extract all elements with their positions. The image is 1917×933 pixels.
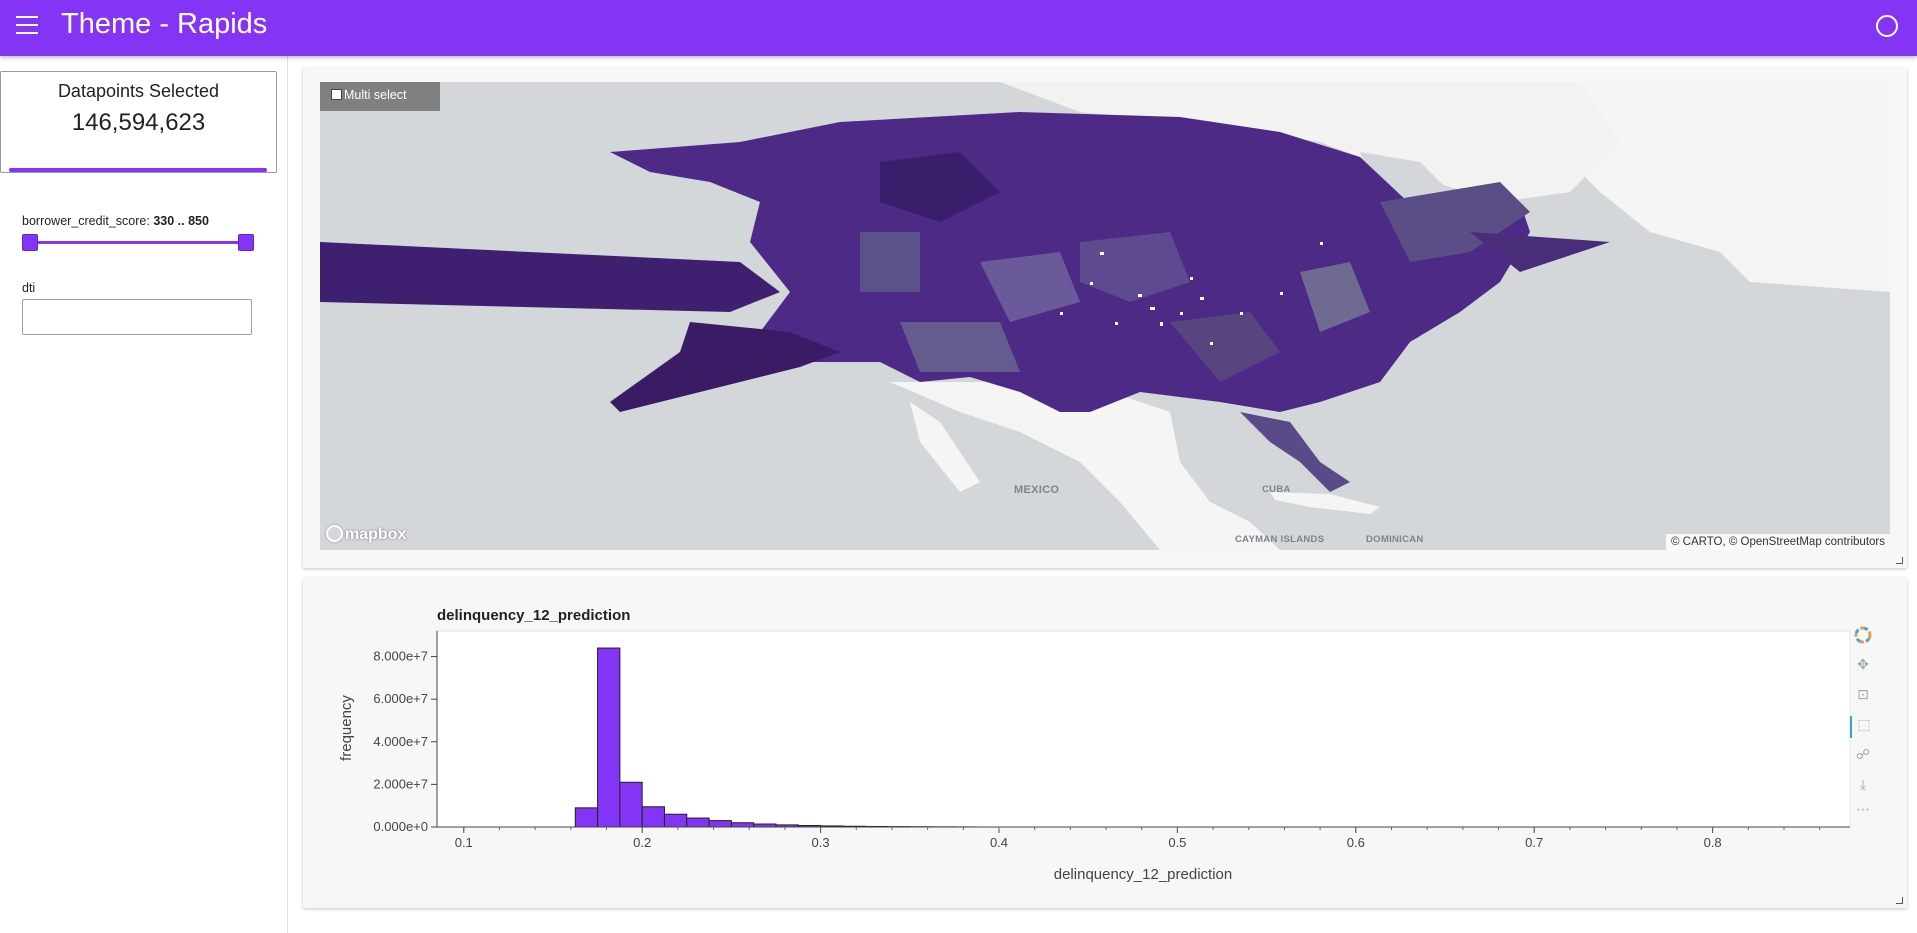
histogram-bar[interactable]: [619, 781, 643, 828]
baja-land: [910, 402, 980, 492]
slider-track[interactable]: [22, 241, 254, 244]
menu-icon[interactable]: [16, 16, 38, 34]
credit-score-range-slider[interactable]: [22, 233, 254, 253]
histogram-resize-handle-icon[interactable]: [1896, 897, 1903, 904]
cuba-land: [1270, 492, 1380, 514]
datapoints-selected-title: Datapoints Selected: [57, 81, 220, 101]
chart-title: delinquency_12_prediction: [437, 607, 630, 624]
dti-input[interactable]: [22, 299, 252, 335]
datapoints-progress-bar: [9, 168, 267, 172]
x-tick-label: 0.3: [812, 835, 830, 850]
slider-handle-low[interactable]: [22, 234, 38, 251]
box-select-icon[interactable]: ⬚: [1850, 716, 1876, 738]
histogram-bar[interactable]: [708, 820, 732, 828]
save-icon[interactable]: ⤓: [1859, 776, 1867, 792]
canada-land: [1000, 82, 1620, 202]
dti-label: dti: [22, 281, 36, 295]
multi-select-label: Multi select: [344, 88, 407, 102]
x-tick-label: 0.8: [1704, 835, 1722, 850]
map-label-dominican: DOMINICAN: [1366, 534, 1424, 545]
mapbox-logo-icon: [326, 525, 343, 542]
x-axis-label: delinquency_12_prediction: [1054, 866, 1232, 883]
y-tick-label: 0.000e+0: [373, 819, 428, 834]
y-axis-label: frequency: [338, 695, 355, 761]
pan-icon[interactable]: ✥: [1857, 656, 1869, 672]
busy-indicator-icon: [1876, 15, 1898, 37]
map-card: Multi select MEXICO CAYMAN ISLANDS DOMIN…: [303, 68, 1907, 568]
axes-group: 0.1 0.2 0.3 0.4 0.5 0.6 0.7 0.8 0.000e+0 2.000e+7…: [373, 631, 1850, 850]
choropleth-map[interactable]: Multi select MEXICO CAYMAN ISLANDS DOMIN…: [320, 82, 1890, 550]
y-tick-label: 6.000e+7: [373, 691, 428, 706]
app-header: Theme - Rapids: [0, 0, 1917, 56]
bars-group: [574, 647, 978, 828]
histogram-chart[interactable]: delinquency_12_prediction frequency deli…: [303, 578, 1907, 908]
sidebar: Datapoints Selected 146,594,623 borrower…: [0, 56, 288, 933]
mapbox-logo[interactable]: mapbox: [326, 525, 406, 544]
map-resize-handle-icon[interactable]: [1896, 557, 1903, 564]
datapoints-selected-count: 146,594,623: [71, 109, 206, 136]
bokeh-logo-svg: [1854, 626, 1872, 644]
hover-icon[interactable]: ☍: [1855, 746, 1871, 762]
slider-handle-high[interactable]: [238, 234, 254, 251]
credit-score-slider-value: 330 .. 850: [153, 214, 209, 228]
map-label-cayman: CAYMAN ISLANDS: [1235, 534, 1325, 545]
multi-select-toggle[interactable]: Multi select: [320, 82, 440, 111]
credit-score-slider-label: borrower_credit_score: 330 .. 850: [22, 214, 209, 228]
lakes: [1360, 152, 1450, 197]
x-tick-label: 0.7: [1525, 835, 1543, 850]
urban-points: [1060, 242, 1323, 345]
plot-area: [436, 630, 1851, 828]
x-tick-label: 0.5: [1168, 835, 1186, 850]
y-tick-label: 2.000e+7: [373, 776, 428, 791]
datapoints-progress-fill: [9, 168, 267, 172]
x-tick-label: 0.4: [990, 835, 1008, 850]
mexico-land: [890, 382, 1280, 550]
mapbox-logo-text: mapbox: [345, 526, 407, 543]
box-zoom-icon[interactable]: ⊡: [1857, 686, 1869, 702]
map-attribution[interactable]: © CARTO, © OpenStreetMap contributors: [1665, 534, 1890, 550]
histogram-bar[interactable]: [686, 817, 710, 828]
credit-score-slider-name: borrower_credit_score:: [22, 214, 150, 228]
x-tick-label: 0.2: [633, 835, 651, 850]
more-icon[interactable]: ⋯: [1856, 801, 1870, 817]
histogram-bar[interactable]: [730, 822, 755, 828]
y-tick-label: 8.000e+7: [373, 649, 428, 664]
histogram-bar[interactable]: [574, 807, 599, 828]
x-tick-label: 0.6: [1347, 835, 1365, 850]
app-title: Theme - Rapids: [61, 8, 268, 40]
datapoints-selected-card: Datapoints Selected 146,594,623: [0, 71, 277, 173]
histogram-card: delinquency_12_prediction frequency deli…: [303, 578, 1907, 908]
us-choropleth: [320, 112, 1610, 492]
bokeh-logo-icon[interactable]: [1850, 626, 1876, 648]
histogram-bar[interactable]: [641, 806, 665, 828]
map-label-mexico: MEXICO: [1014, 484, 1060, 496]
map-label-cuba: CUBA: [1262, 484, 1291, 495]
y-tick-label: 4.000e+7: [373, 734, 428, 749]
histogram-bar[interactable]: [597, 647, 621, 828]
map-canvas[interactable]: [320, 82, 1890, 550]
histogram-bar[interactable]: [663, 813, 688, 828]
multi-select-checkbox[interactable]: [331, 89, 342, 100]
x-tick-label: 0.1: [455, 835, 473, 850]
